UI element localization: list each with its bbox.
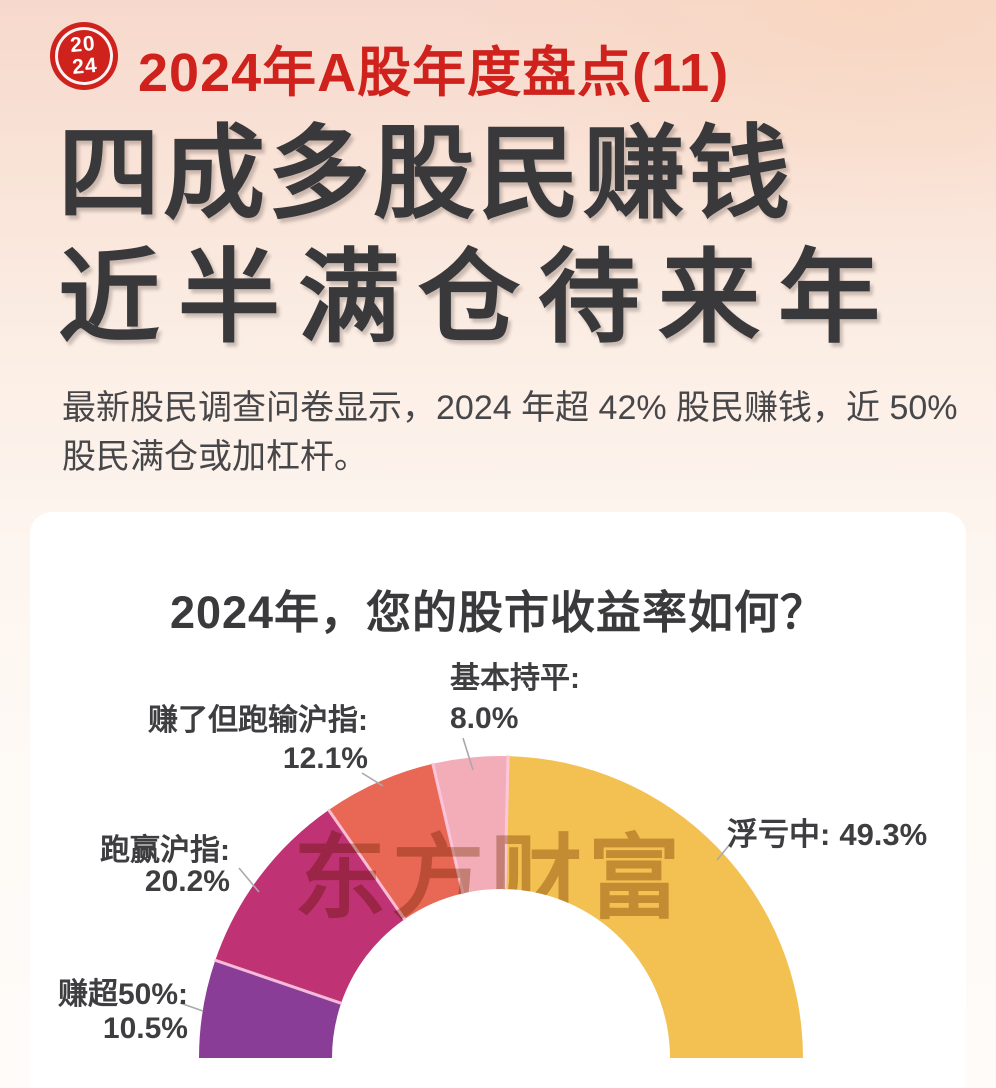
- segment-separators: [213, 755, 510, 1006]
- leader-lines: [179, 737, 736, 1012]
- chart-label-jibenchiping: 基本持平: 8.0%: [450, 659, 580, 739]
- year-badge: 20 24: [47, 19, 121, 93]
- watermark-text: 东方财富: [294, 828, 686, 930]
- chart-label-value: 12.1%: [282, 742, 368, 775]
- segment-separator-2: [326, 808, 407, 921]
- chart-label-paoshuhuzhi: 赚了但跑输沪指: 12.1%: [120, 702, 368, 778]
- donut-segment-3: [215, 810, 405, 1004]
- donut-segment-1: [432, 756, 509, 894]
- badge-year-bottom: 24: [71, 53, 99, 80]
- donut-segment-4: [199, 960, 342, 1058]
- chart-label-name: 浮亏中:: [727, 817, 831, 852]
- chart-label-paoyinghuzhi: 跑赢沪指: 20.2%: [70, 835, 230, 897]
- leader-line-paoshuhuzhi: [361, 772, 384, 787]
- chart-label-value: 20.2%: [144, 865, 230, 898]
- chart-card: 2024年，您的股市收益率如何？ 东方财富 浮亏中: 49.3% 基本持平: 8.…: [30, 512, 966, 1088]
- headline-line2: 近半满仓待来年: [58, 241, 898, 355]
- intro-line1: 最新股民调查问卷显示，2024 年超 42% 股民赚钱，近 50%: [62, 389, 958, 427]
- headline: 四成多股民赚钱 近半满仓待来年: [58, 112, 898, 360]
- chart-title: 2024年，您的股市收益率如何？: [169, 587, 827, 638]
- segment-separator-0: [503, 755, 510, 891]
- leader-line-jibenchiping: [462, 737, 474, 771]
- segment-separator-1: [431, 762, 465, 895]
- chart-label-name: 赚超50%:: [57, 978, 188, 1011]
- chart-label-name: 跑赢沪指:: [100, 834, 230, 867]
- leader-line-zhuanchao50: [179, 1002, 204, 1012]
- chart-label-value: 10.5%: [102, 1012, 188, 1045]
- chart-label-value: 8.0%: [450, 702, 519, 735]
- chart-label-value: 49.3%: [839, 817, 928, 852]
- segment-separator-3: [213, 958, 343, 1006]
- chart-label-fukuizhong: 浮亏中: 49.3%: [727, 809, 927, 854]
- chart-label-zhuanchao50: 赚超50%: 10.5%: [47, 978, 188, 1046]
- leader-line-paoyinghuzhi: [238, 867, 260, 893]
- headline-line1: 四成多股民赚钱: [58, 117, 793, 231]
- leader-line-fukuizhong: [716, 837, 736, 861]
- half-donut-chart: 东方财富: [179, 737, 803, 1058]
- intro-line2: 股民满仓或加杠杆。: [62, 438, 368, 476]
- chart-label-name: 赚了但跑输沪指:: [148, 704, 368, 737]
- donut-segments: [199, 756, 803, 1058]
- chart-label-name: 基本持平:: [450, 662, 580, 695]
- intro-text: 最新股民调查问卷显示，2024 年超 42% 股民赚钱，近 50% 股民满仓或加…: [62, 384, 958, 482]
- donut-segment-0: [505, 756, 803, 1058]
- donut-segment-2: [328, 763, 463, 920]
- header-title: 2024年A股年度盘点(11): [138, 43, 730, 103]
